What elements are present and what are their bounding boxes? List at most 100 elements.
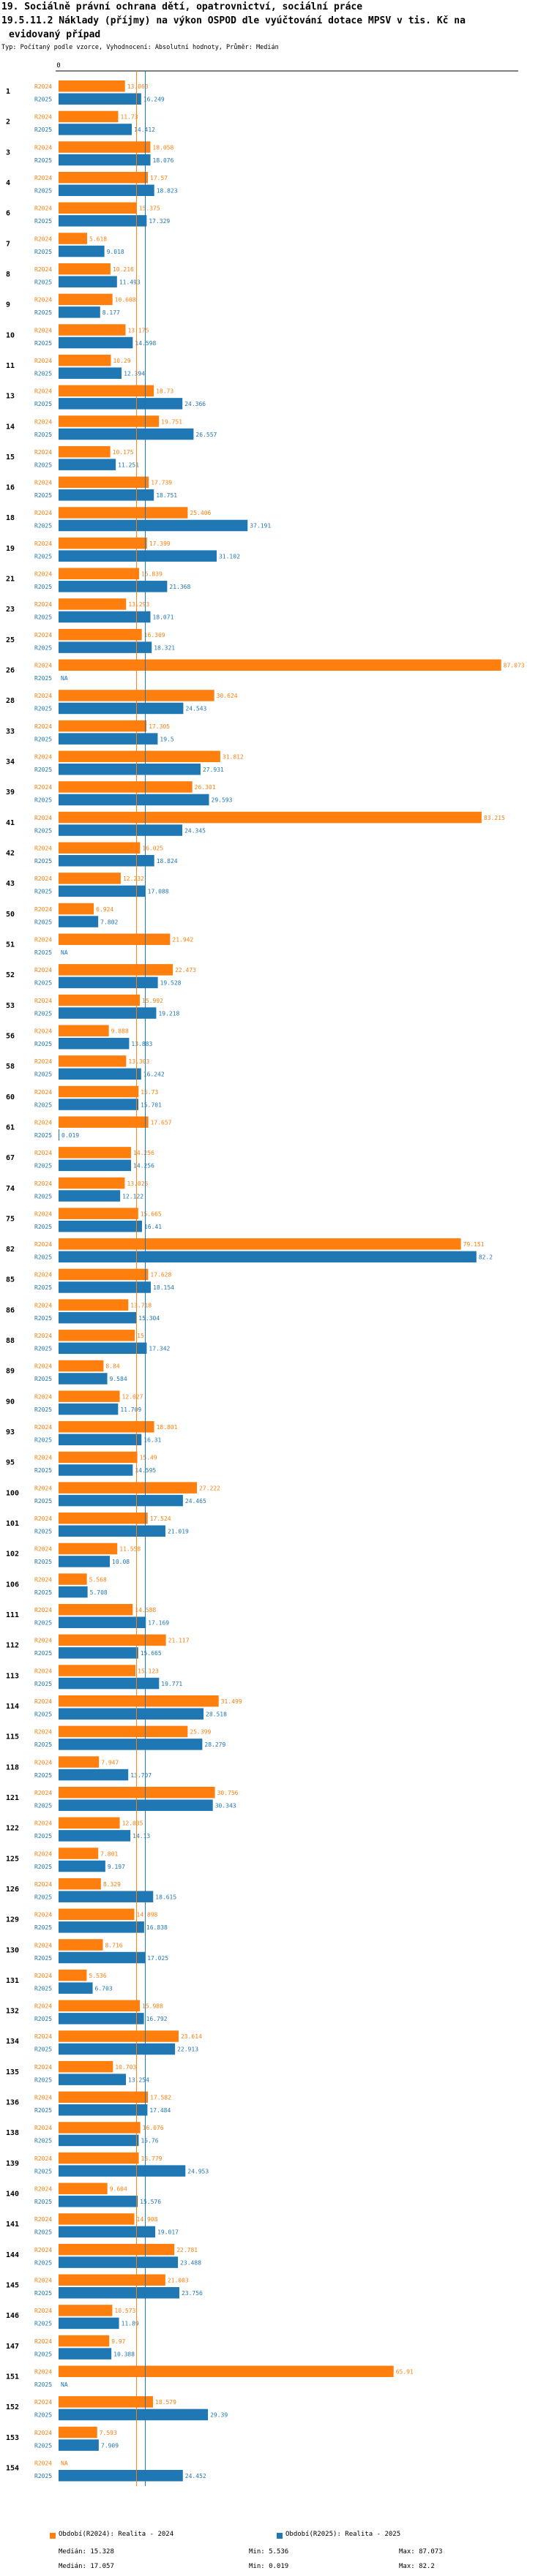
bar-r2024 xyxy=(59,1451,138,1464)
bar-r2024 xyxy=(59,1848,99,1859)
bar-r2025 xyxy=(59,824,183,836)
series-label-r2025: R2025 xyxy=(34,584,52,590)
value-label-r2025: 17.169 xyxy=(148,1620,169,1627)
row-label: 122 xyxy=(6,1825,19,1833)
bar-r2024 xyxy=(59,293,113,306)
bar-r2024 xyxy=(59,2274,165,2286)
value-label-r2025: 82.2 xyxy=(479,1254,493,1261)
bar-r2024 xyxy=(59,1268,149,1281)
row-label: 13 xyxy=(6,393,15,401)
bar-r2024 xyxy=(59,2243,175,2256)
value-label-r2024: 5.568 xyxy=(89,1576,107,1583)
series-label-r2024: R2024 xyxy=(34,2216,52,2223)
series-label-r2025: R2025 xyxy=(34,1894,52,1900)
value-label-r2025: 19.5 xyxy=(160,736,173,742)
series-label-r2025: R2025 xyxy=(34,1284,52,1291)
bar-r2024 xyxy=(59,1390,120,1402)
series-label-r2025: R2025 xyxy=(34,2351,52,2357)
bar-r2025 xyxy=(59,2256,179,2268)
value-label-r2025: 31.102 xyxy=(219,553,240,560)
series-label-r2024: R2024 xyxy=(34,1424,52,1431)
value-label-r2024: 7.593 xyxy=(100,2430,117,2436)
bar-r2025 xyxy=(59,1311,137,1324)
row-label: 18 xyxy=(6,514,15,522)
series-label-r2025: R2025 xyxy=(34,553,52,560)
value-label-r2024: 15.839 xyxy=(141,571,163,578)
row-label: 26 xyxy=(6,667,15,675)
row-label: 89 xyxy=(6,1368,15,1376)
row-label: 111 xyxy=(6,1611,19,1619)
series-label-r2025: R2025 xyxy=(34,1650,52,1657)
value-label-r2025: 6.703 xyxy=(95,1985,113,1992)
bar-r2024 xyxy=(59,507,188,519)
bar-r2024 xyxy=(59,1695,219,1707)
series-label-r2025: R2025 xyxy=(34,2046,52,2053)
row-label: 2 xyxy=(6,118,10,127)
value-label-r2025: 24.543 xyxy=(185,706,206,712)
series-label-r2024: R2024 xyxy=(34,663,52,669)
value-label-r2024: 14.908 xyxy=(137,2216,158,2223)
series-label-r2024: R2024 xyxy=(34,2247,52,2253)
series-label-r2024: R2024 xyxy=(34,967,52,973)
bar-r2024 xyxy=(59,1969,87,1981)
max-label-r2025: Max: 82.2 xyxy=(399,2563,435,2570)
bar-r2025 xyxy=(59,154,151,166)
bar-r2024 xyxy=(59,1573,87,1585)
bar-r2025 xyxy=(59,916,99,927)
series-label-r2025: R2025 xyxy=(34,1346,52,1352)
series-label-r2025: R2025 xyxy=(34,127,52,133)
bar-r2025 xyxy=(59,1373,108,1385)
series-label-r2024: R2024 xyxy=(34,297,52,304)
row-label: 126 xyxy=(6,1886,19,1894)
value-label-r2024: 19.751 xyxy=(161,418,182,425)
series-label-r2025: R2025 xyxy=(34,858,52,865)
series-label-r2024: R2024 xyxy=(34,723,52,730)
series-label-r2025: R2025 xyxy=(34,1711,52,1717)
value-label-r2024: 10.29 xyxy=(113,358,130,364)
series-label-r2024: R2024 xyxy=(34,2460,52,2466)
row-label: 67 xyxy=(6,1154,15,1162)
series-label-r2025: R2025 xyxy=(34,889,52,895)
series-label-r2025: R2025 xyxy=(34,2229,52,2236)
value-label-r2025: 17.484 xyxy=(149,2107,171,2114)
series-label-r2025: R2025 xyxy=(34,432,52,438)
bar-r2024 xyxy=(59,263,111,275)
bar-r2025 xyxy=(59,215,147,227)
series-label-r2025: R2025 xyxy=(34,1955,52,1962)
value-label-r2024: 9.888 xyxy=(111,1028,129,1034)
series-label-r2024: R2024 xyxy=(34,1729,52,1736)
value-label-r2024: 25.399 xyxy=(190,1729,211,1736)
series-label-r2025: R2025 xyxy=(34,2076,52,2083)
value-label-r2024: 13.303 xyxy=(128,1058,149,1065)
bar-r2025 xyxy=(59,733,158,745)
value-label-r2025: 10.08 xyxy=(112,1559,130,1565)
row-label: 114 xyxy=(6,1703,19,1711)
series-label-r2025: R2025 xyxy=(34,2199,52,2205)
series-label-r2024: R2024 xyxy=(34,754,52,761)
value-label-r2024: 12.027 xyxy=(122,1393,143,1400)
series-label-r2024: R2024 xyxy=(34,2338,52,2345)
row-label: 82 xyxy=(6,1246,15,1254)
value-label-r2024: 15.779 xyxy=(141,2155,163,2162)
value-label-r2024: 21.003 xyxy=(168,2278,189,2284)
bar-r2025 xyxy=(59,245,105,257)
series-label-r2025: R2025 xyxy=(34,736,52,742)
row-label: 8 xyxy=(6,271,10,279)
value-label-r2025: 18.824 xyxy=(157,858,178,865)
value-label-r2024: 10.573 xyxy=(114,2308,135,2314)
series-label-r2024: R2024 xyxy=(34,2430,52,2436)
series-label-r2024: R2024 xyxy=(34,632,52,639)
series-label-r2025: R2025 xyxy=(34,1741,52,1748)
bar-r2025 xyxy=(59,2439,99,2451)
series-label-r2025: R2025 xyxy=(34,1681,52,1687)
series-label-r2024: R2024 xyxy=(34,2186,52,2193)
series-label-r2025: R2025 xyxy=(34,249,52,255)
bar-r2024 xyxy=(59,1085,139,1098)
row-label: 101 xyxy=(6,1520,19,1528)
value-label-r2024: 12.035 xyxy=(122,1820,143,1827)
bar-r2024 xyxy=(59,1878,101,1890)
bar-r2024 xyxy=(59,1238,461,1250)
series-label-r2025: R2025 xyxy=(34,2107,52,2114)
series-label-r2025: R2025 xyxy=(34,1529,52,1535)
